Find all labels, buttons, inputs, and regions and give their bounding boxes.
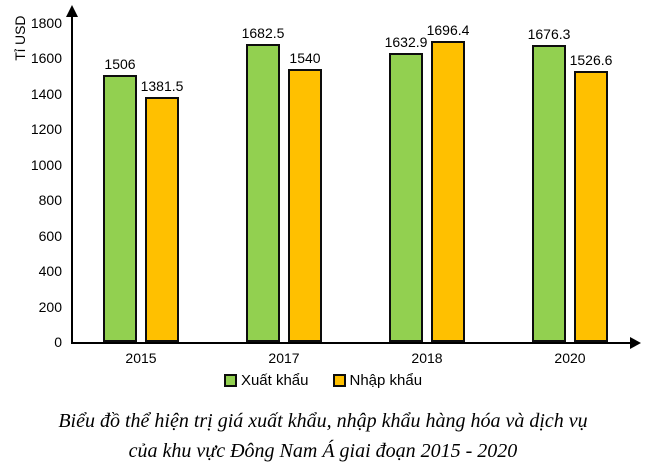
caption-line-1: Biểu đồ thể hiện trị giá xuất khẩu, nhập… [58,410,588,432]
legend-item-xuat-khau: Xuất khẩu [223,372,309,389]
y-tick-label: 1600 [30,50,62,67]
y-tick-label: 0 [54,334,62,350]
y-tick-label: 400 [38,263,62,280]
bar-value-label: 1676.3 [527,25,571,42]
bar-value-label: 1682.5 [241,24,285,41]
x-category-label: 2017 [268,350,300,366]
legend-item-nhap-khau: Nhập khẩu [332,372,423,389]
legend-swatch-nhap-khau [332,374,346,387]
y-axis-arrow-icon [66,5,78,17]
x-category-label: 2015 [125,350,157,366]
bar-value-label: 1632.9 [384,33,428,50]
y-tick-label: 1200 [30,121,62,138]
y-tick-label: 200 [38,298,62,315]
y-tick-label: 800 [38,192,62,209]
bar-xuat-khau-2018 [389,52,423,342]
y-tick-label: 1800 [30,15,62,31]
bar-nhap-khau-2015 [145,97,179,342]
y-tick-label: 1400 [30,85,62,102]
x-axis-arrow-icon [630,337,641,349]
x-category-label: 2020 [554,350,586,366]
bar-xuat-khau-2015 [103,75,137,342]
bar-nhap-khau-2017 [288,69,322,342]
x-axis-line [71,342,631,344]
chart-caption: Biểu đồ thể hiện trị giá xuất khẩu, nhập… [0,406,646,466]
legend-swatch-xuat-khau [223,374,237,387]
legend-label-nhap-khau: Nhập khẩu [349,372,423,389]
x-category-label: 2018 [411,350,443,366]
bar-value-label: 1526.6 [569,52,613,69]
bar-value-label: 1696.4 [426,22,470,39]
bar-value-label: 1506 [104,56,136,73]
bar-value-label: 1381.5 [140,78,184,95]
y-tick-label: 1000 [30,156,62,173]
legend-label-xuat-khau: Xuất khẩu [240,372,309,389]
y-axis-line [71,14,73,344]
bar-value-label: 1540 [289,50,321,67]
bar-xuat-khau-2020 [532,44,566,342]
y-tick-label: 600 [38,227,62,244]
bar-nhap-khau-2018 [431,41,465,342]
legend: Xuất khẩu Nhập khẩu [0,372,646,389]
bar-xuat-khau-2017 [246,43,280,342]
caption-line-2: của khu vực Đông Nam Á giai đoạn 2015 - … [128,440,518,462]
bar-nhap-khau-2020 [574,71,608,342]
